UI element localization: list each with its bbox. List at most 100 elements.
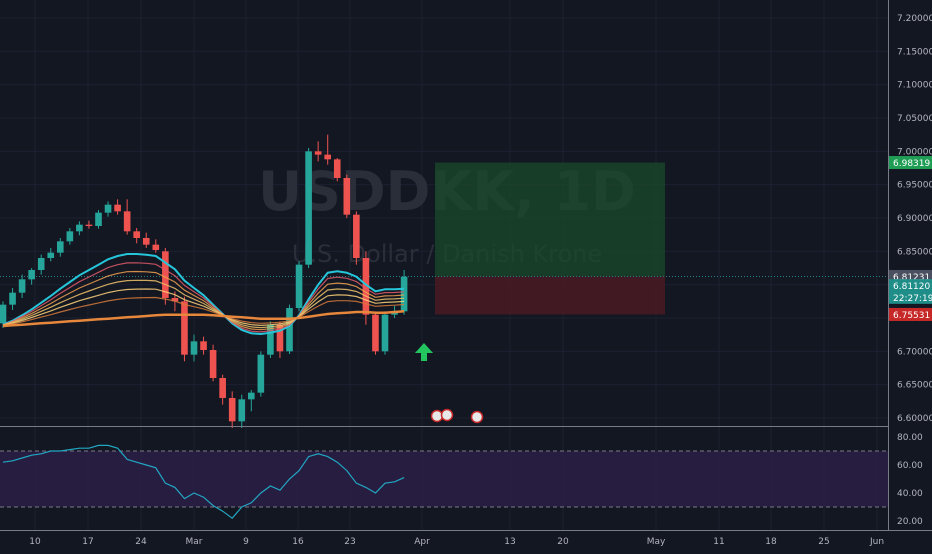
time-tick-3: Mar (186, 537, 203, 547)
price-label-box-0 (889, 156, 932, 170)
candle-body-35 (333, 159, 341, 178)
rsi-pane (0, 444, 888, 520)
candle-body-3 (28, 270, 35, 280)
time-axis[interactable]: 10 17 24 Mar 9 16 23 Apr 13 20 May 11 18 25 Jun (29, 537, 884, 547)
time-tick-11: 11 (713, 537, 724, 547)
time-tick-9: 20 (557, 537, 569, 547)
candle-body-39 (372, 314, 379, 352)
candle-body-34 (324, 154, 331, 160)
price-tick-12: 6.60000 (897, 414, 932, 424)
time-tick-5: 16 (292, 537, 304, 547)
time-tick-10: May (647, 537, 666, 547)
candle-body-13 (123, 211, 131, 232)
candle-body-22 (209, 350, 217, 378)
price-tick-1: 7.15000 (897, 47, 932, 57)
stop-zone (435, 276, 665, 315)
price-label-1: 6.81231 (893, 273, 930, 283)
candle-body-37 (353, 214, 360, 258)
event-marker-icon-1 (440, 408, 454, 422)
candle-body-42 (400, 276, 408, 312)
target-zone (435, 162, 665, 277)
time-tick-13: 25 (818, 537, 829, 547)
price-label-0: 6.98319 (893, 159, 930, 169)
candle-body-14 (133, 231, 140, 238)
rsi-line (2, 444, 405, 520)
price-tick-3: 7.05000 (897, 114, 932, 124)
candle-body-5 (47, 252, 55, 258)
candle-body-7 (66, 231, 74, 242)
rsi-axis[interactable]: 80.00 60.00 40.00 20.00 (897, 433, 923, 527)
price-tick-7: 6.85000 (897, 247, 932, 257)
time-tick-12: 18 (765, 537, 777, 547)
candle-body-18 (171, 298, 179, 302)
time-tick-6: 23 (344, 537, 355, 547)
candle-body-21 (200, 341, 207, 350)
candle-body-15 (142, 238, 150, 245)
candle-body-32 (305, 151, 312, 265)
price-label-3: 22:27:19 (893, 294, 932, 304)
time-tick-0: 10 (29, 537, 41, 547)
price-label-box-3 (889, 290, 932, 304)
candle-body-31 (295, 264, 303, 308)
candle-body-25 (238, 399, 246, 422)
moving-averages (2, 253, 405, 336)
candle-body-11 (104, 204, 112, 213)
candle-body-33 (314, 151, 322, 155)
candle-body-27 (257, 354, 265, 393)
rsi-band (0, 451, 888, 507)
candle-body-19 (181, 301, 188, 355)
ema-ribbon-5 (2, 296, 405, 327)
time-tick-2: 24 (135, 537, 147, 547)
candle-body-2 (18, 279, 26, 293)
candle-body-38 (362, 258, 370, 315)
event-marker-icon-2 (470, 410, 484, 424)
position-zones[interactable] (0, 162, 888, 315)
candle-body-20 (190, 341, 198, 355)
candle-body-1 (9, 292, 16, 305)
candle-body-8 (76, 224, 83, 232)
price-label-box-4 (889, 307, 932, 321)
candle-body-24 (228, 398, 236, 422)
ema-ribbon-3 (2, 279, 405, 329)
price-tick-10: 6.70000 (897, 347, 932, 357)
time-tick-4: 9 (243, 537, 249, 547)
candle-body-6 (57, 241, 64, 253)
candle-body-10 (95, 212, 102, 226)
price-label-4: 6.75531 (893, 311, 930, 321)
ema-ribbon-1 (2, 262, 405, 333)
time-tick-1: 17 (82, 537, 93, 547)
price-label-2: 6.81120 (893, 282, 930, 292)
price-tick-2: 7.10000 (897, 81, 932, 91)
candle-body-12 (114, 204, 121, 212)
candle-body-29 (276, 324, 284, 352)
price-tick-5: 6.95000 (897, 181, 932, 191)
price-tick-11: 6.65000 (897, 381, 932, 391)
candle-body-0 (0, 304, 7, 324)
time-tick-7: Apr (414, 537, 430, 547)
candle-body-40 (381, 314, 389, 352)
ema-ribbon-0 (2, 253, 405, 336)
ema-ribbon-2 (2, 270, 405, 331)
price-tick-0: 7.20000 (897, 14, 932, 24)
rsi-tick-0: 80.00 (897, 433, 923, 443)
candle-body-36 (343, 178, 351, 215)
price-tick-6: 6.90000 (897, 214, 932, 224)
time-tick-8: 13 (504, 537, 515, 547)
rsi-tick-1: 60.00 (897, 461, 923, 471)
price-tick-4: 7.00000 (897, 147, 932, 157)
rsi-tick-3: 20.00 (897, 517, 923, 527)
candle-body-4 (37, 258, 45, 270)
ema-slow-line (2, 310, 405, 328)
ema-ribbon-4 (2, 288, 405, 327)
markers (415, 343, 484, 424)
candle-body-17 (162, 251, 169, 298)
rsi-tick-2: 40.00 (897, 489, 923, 499)
candle-body-9 (85, 224, 93, 226)
candle-body-23 (219, 378, 226, 398)
candle-body-16 (152, 244, 160, 250)
candle-body-28 (267, 324, 274, 355)
time-tick-14: Jun (869, 537, 884, 547)
candle-body-26 (248, 392, 255, 400)
